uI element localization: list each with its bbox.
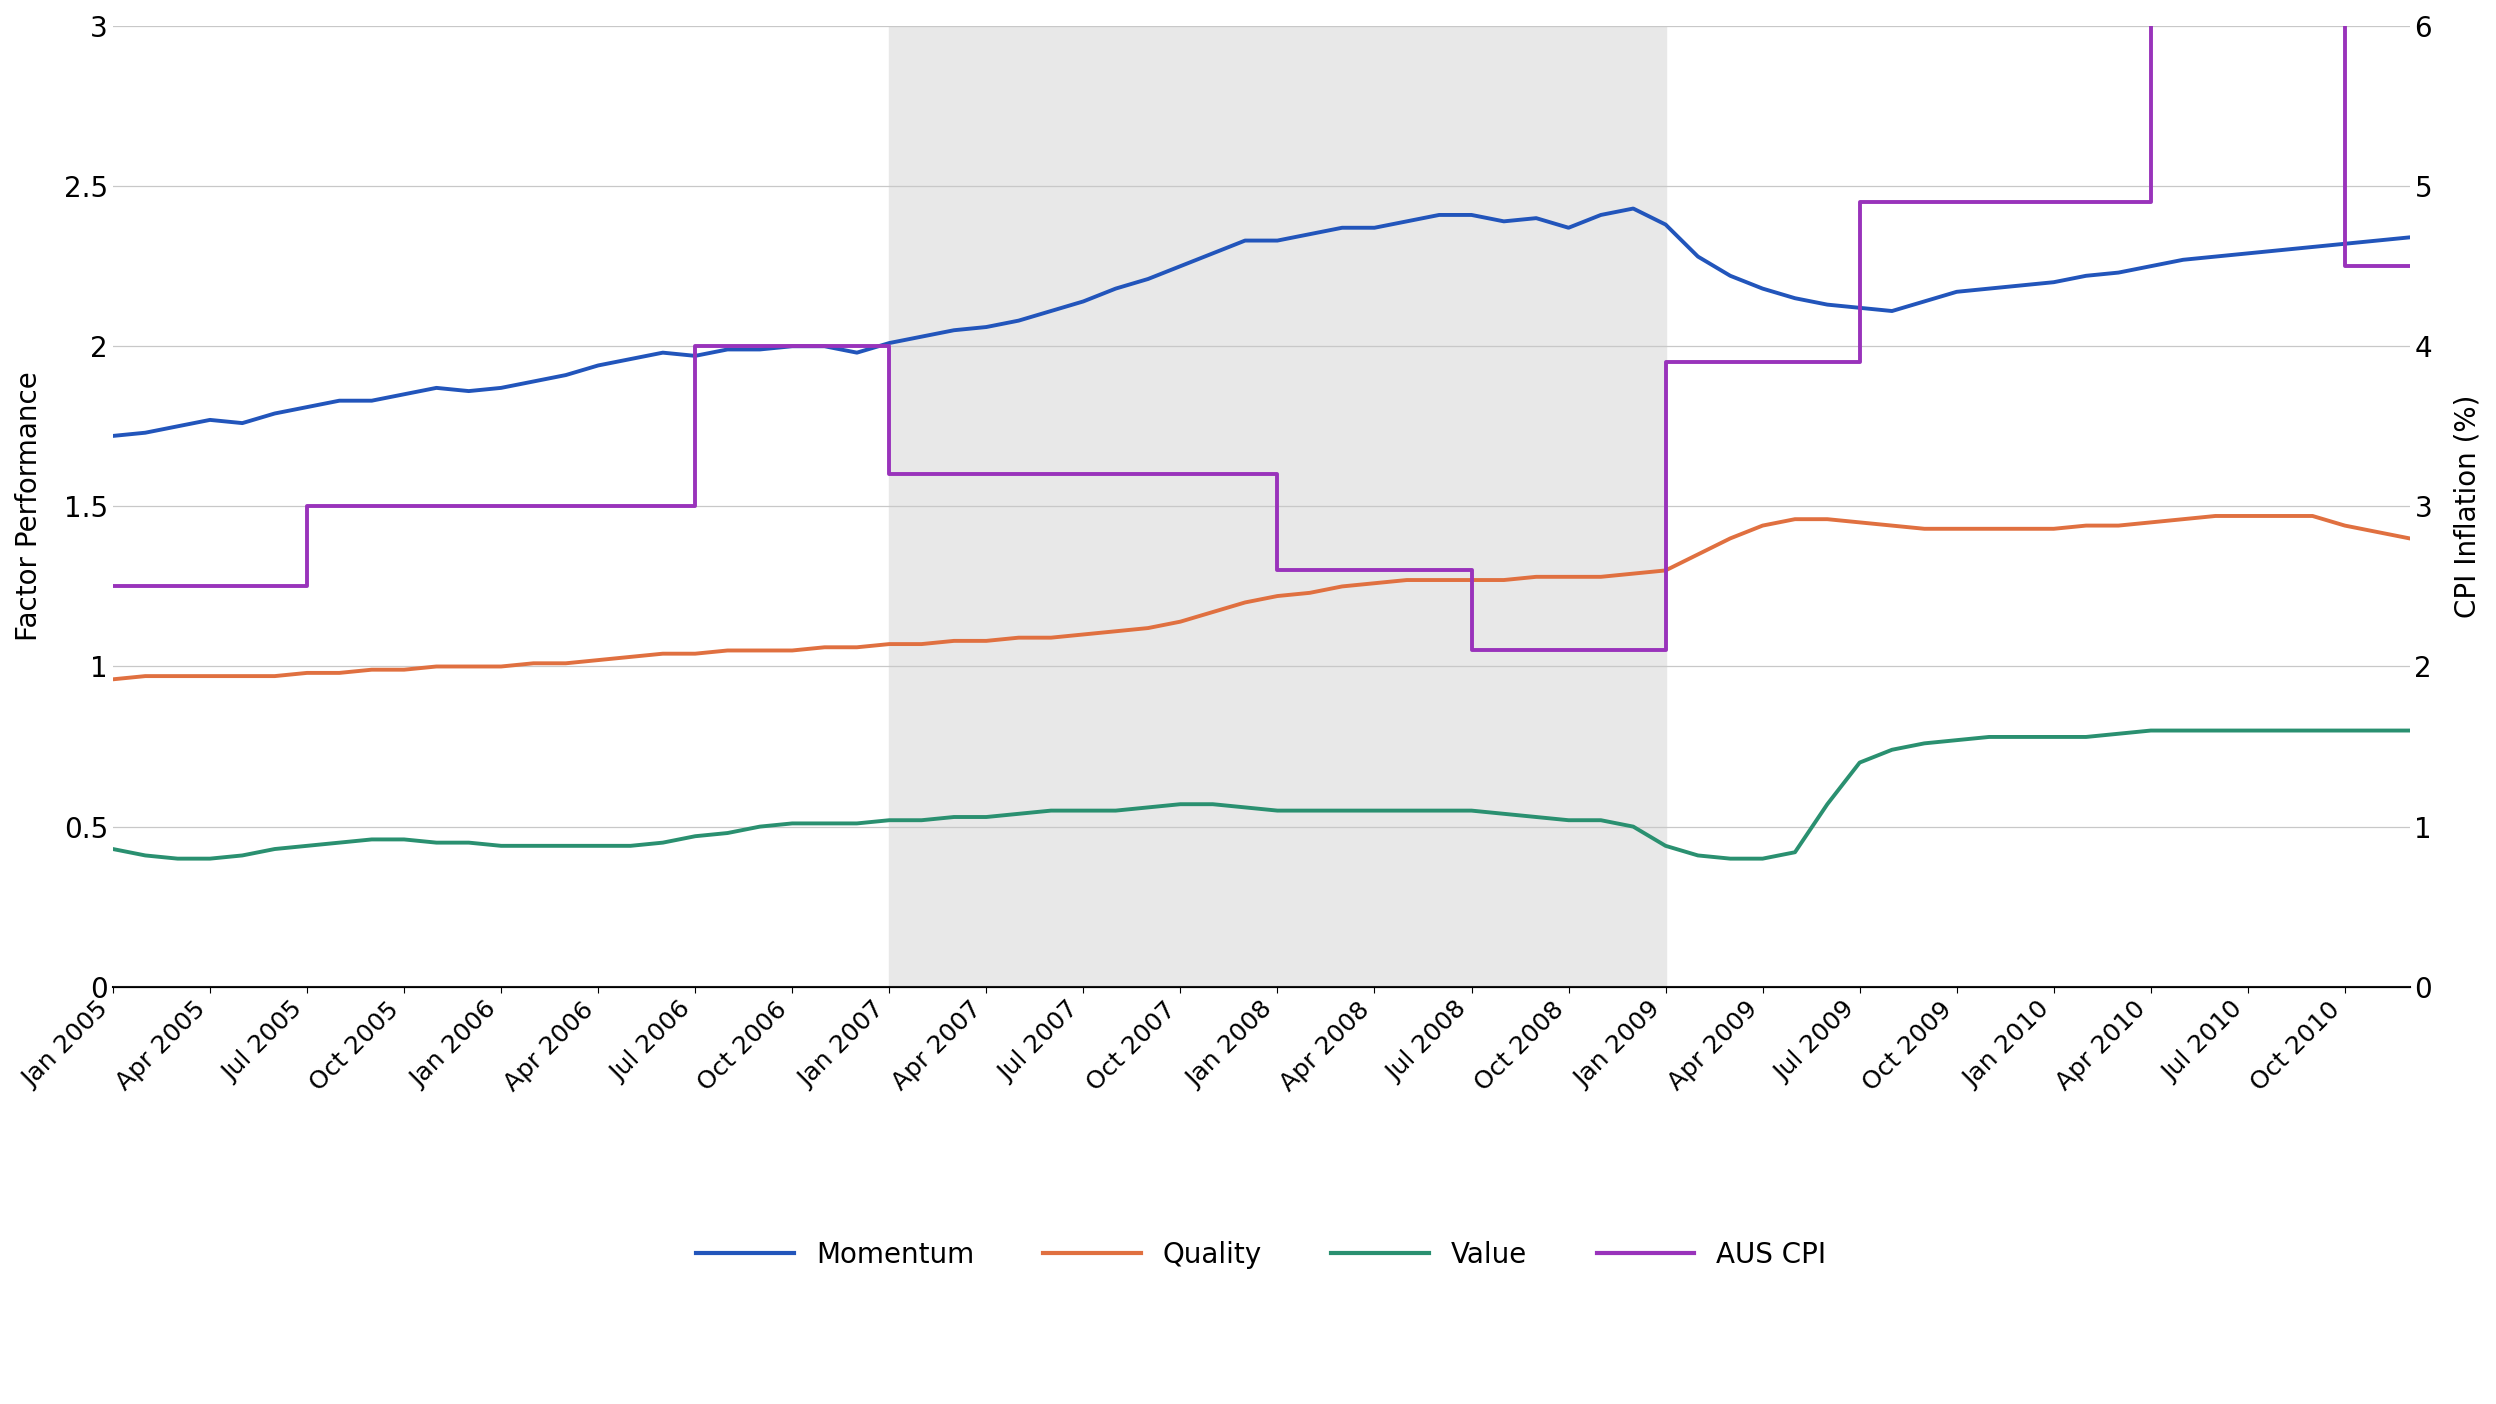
Legend: Momentum, Quality, Value, AUS CPI: Momentum, Quality, Value, AUS CPI [686,1230,1837,1280]
Bar [889,27,1665,987]
Y-axis label: CPI Inflation (%): CPI Inflation (%) [2454,395,2481,618]
Y-axis label: Factor Performance: Factor Performance [15,372,42,642]
